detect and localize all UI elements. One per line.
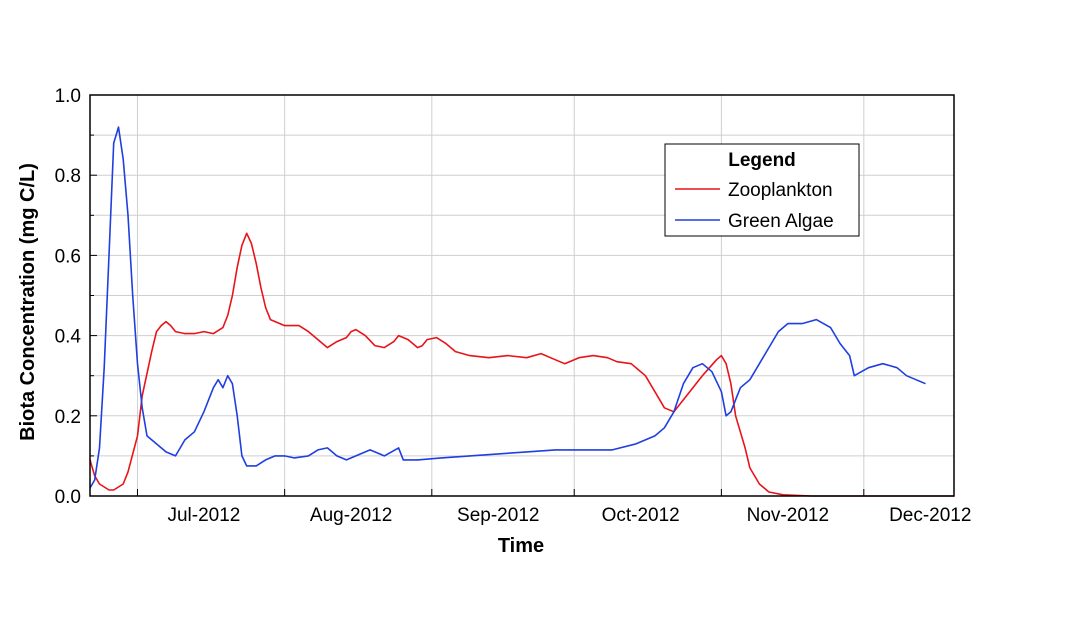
x-tick-label: Dec-2012 — [889, 505, 971, 526]
y-axis-title: Biota Concentration (mg C/L) — [17, 163, 39, 441]
legend-label-green-algae: Green Algae — [728, 211, 834, 232]
series-layer — [89, 126, 954, 497]
legend: Legend Zooplankton Green Algae — [664, 143, 860, 237]
x-tick-label: Aug-2012 — [310, 505, 392, 526]
y-tick-label: 0.2 — [55, 407, 81, 428]
y-tick-label: 1.0 — [55, 86, 81, 107]
x-tick-label: Oct-2012 — [602, 505, 680, 526]
legend-title: Legend — [728, 150, 796, 171]
x-tick-label: Nov-2012 — [747, 505, 829, 526]
axes: 0.0 0.2 0.4 0.6 0.8 1.0 Jul-2012 Aug-2012 Sep-20… — [55, 86, 972, 526]
series-line-green-algae — [89, 126, 926, 489]
grid-lines — [90, 95, 954, 496]
legend-label-zooplankton: Zooplankton — [728, 180, 833, 201]
y-tick-label: 0.0 — [55, 487, 81, 508]
x-axis-title: Time — [498, 535, 544, 557]
y-tick-label: 0.8 — [55, 166, 81, 187]
series-line-zooplankton — [89, 232, 954, 497]
y-tick-label: 0.4 — [55, 327, 82, 348]
x-tick-label: Sep-2012 — [457, 505, 539, 526]
y-tick-label: 0.6 — [55, 246, 81, 267]
x-tick-label: Jul-2012 — [167, 505, 240, 526]
